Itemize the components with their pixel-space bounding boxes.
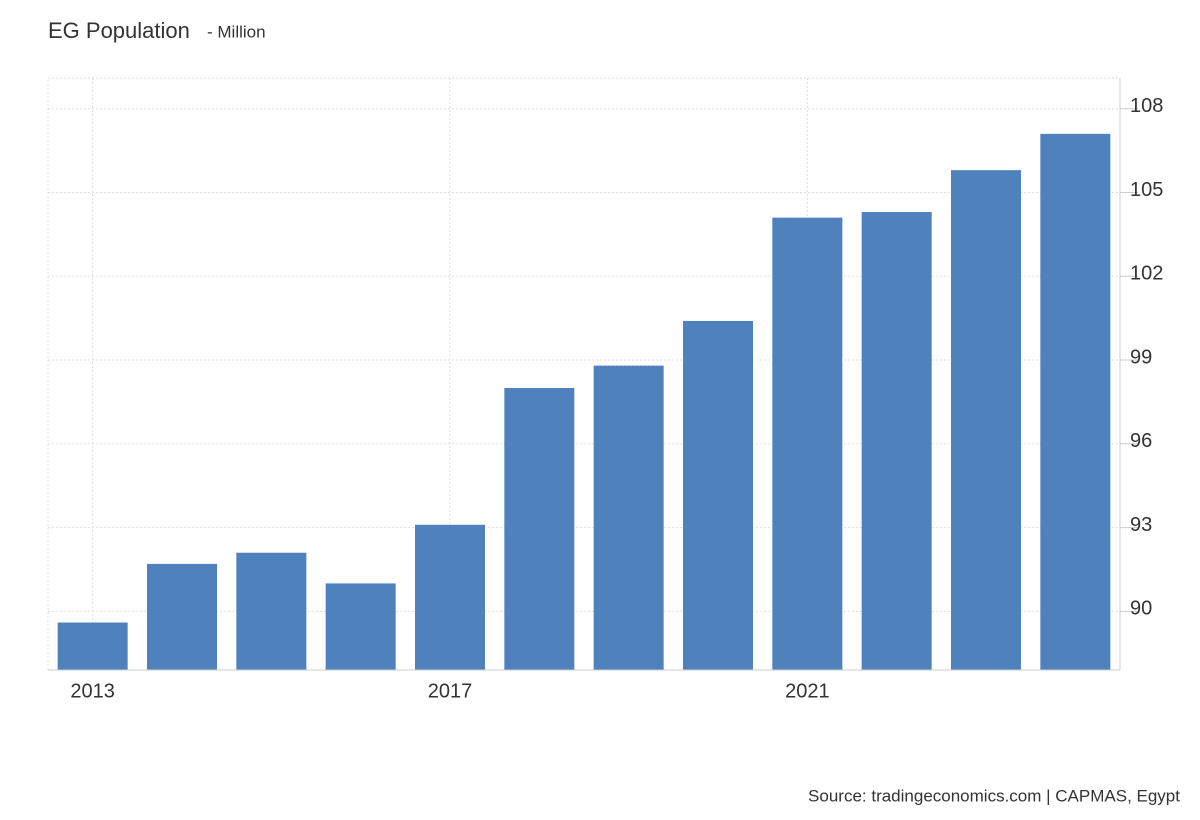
bar <box>504 387 575 670</box>
y-tick-label: 90 <box>1130 598 1152 620</box>
x-tick-label: 2021 <box>785 680 830 702</box>
bar <box>325 583 396 670</box>
bar <box>951 170 1021 670</box>
bar <box>772 217 843 671</box>
bar <box>1040 133 1111 670</box>
chart-subtitle: - Million <box>207 22 266 41</box>
y-tick-label: 99 <box>1130 346 1152 368</box>
bar <box>683 320 753 670</box>
y-tick-label: 102 <box>1130 263 1163 285</box>
y-tick-label: 105 <box>1130 179 1163 201</box>
bar <box>861 212 932 671</box>
x-tick-label: 2017 <box>428 680 473 702</box>
bar <box>593 365 664 670</box>
x-tick-label: 2013 <box>70 680 115 702</box>
bar <box>147 563 217 670</box>
y-tick-label: 93 <box>1130 514 1152 536</box>
y-tick-label: 96 <box>1130 430 1152 452</box>
bar <box>415 524 485 670</box>
source: Source: tradingeconomics.com | CAPMAS, E… <box>808 786 1180 805</box>
chart-title: EG Population <box>48 18 190 43</box>
bar <box>236 552 307 670</box>
y-tick-label: 108 <box>1130 95 1163 117</box>
bar <box>57 622 128 670</box>
